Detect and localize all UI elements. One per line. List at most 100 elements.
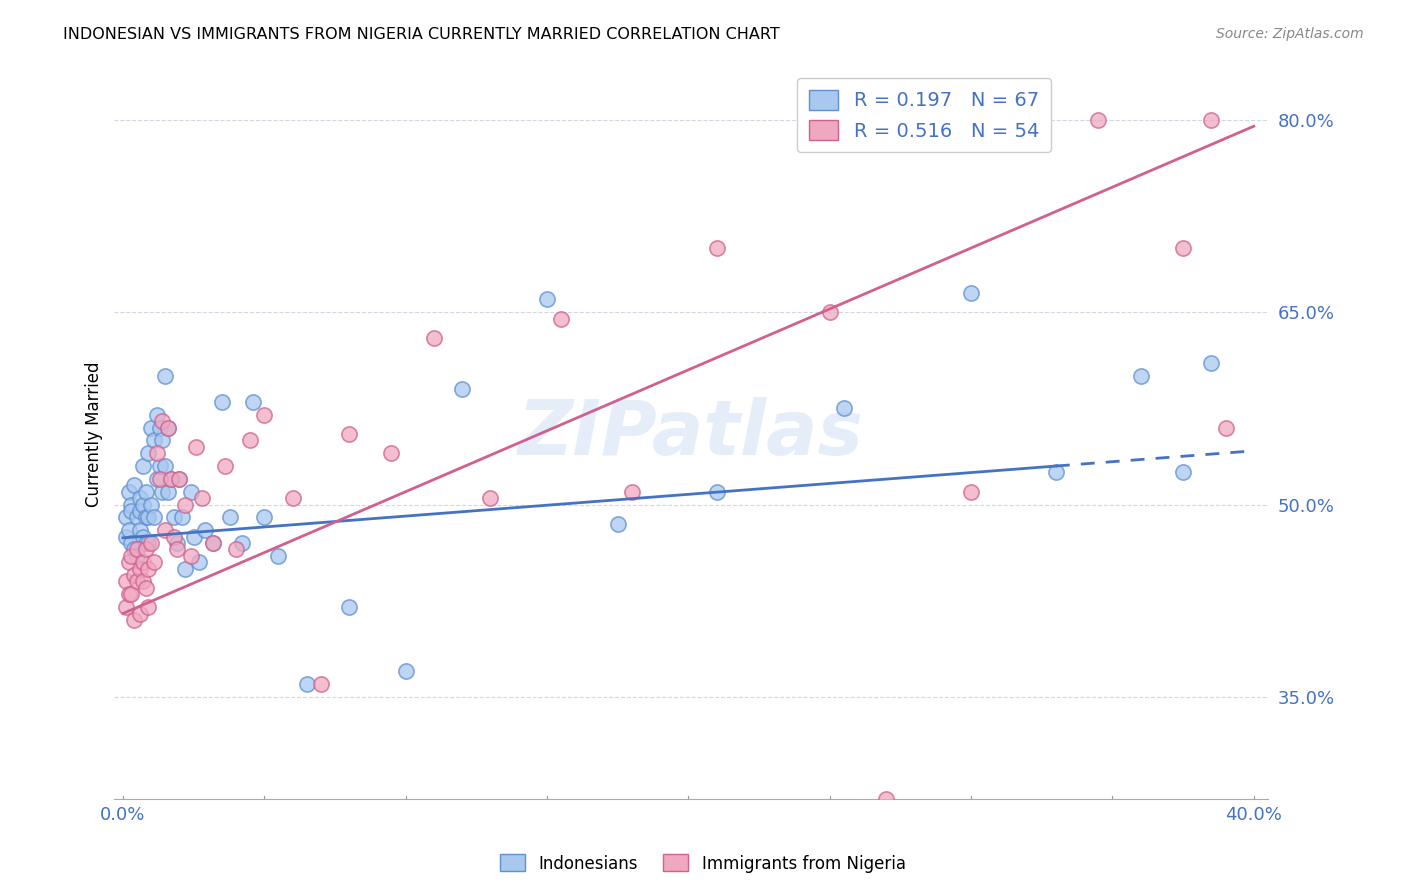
Point [180,549,202,563]
Point [620,484,643,499]
Y-axis label: Currently Married: Currently Married [86,361,103,507]
Point [152,484,174,499]
Point [337,427,360,442]
Point [536,293,558,307]
Point [128,561,150,575]
Legend: Indonesians, Immigrants from Nigeria: Indonesians, Immigrants from Nigeria [494,847,912,880]
Point [166,536,188,550]
Point [141,536,163,550]
Point [134,536,156,550]
Point [155,369,177,384]
Point [146,446,169,460]
Point [832,401,855,416]
Point [125,549,148,563]
Point [117,555,139,569]
Point [131,555,153,569]
Point [157,420,180,434]
Point [960,484,983,499]
Point [239,434,262,448]
Text: 40.0%: 40.0% [1226,805,1282,824]
Point [253,408,276,422]
Point [337,600,360,615]
Point [1201,356,1223,370]
Point [152,414,174,428]
Point [309,677,332,691]
Point [146,408,169,422]
Point [295,677,318,691]
Point [157,420,180,434]
Point [451,382,474,396]
Point [1171,466,1194,480]
Point [174,498,197,512]
Point [128,523,150,537]
Point [138,510,160,524]
Point [120,504,142,518]
Point [160,472,183,486]
Point [122,568,145,582]
Point [114,510,136,524]
Point [122,542,145,557]
Point [138,600,160,615]
Point [169,472,191,486]
Point [202,536,225,550]
Point [394,664,416,678]
Point [114,574,136,589]
Point [141,420,163,434]
Point [172,510,194,524]
Point [163,530,186,544]
Point [214,458,236,473]
Point [155,523,177,537]
Point [131,530,153,544]
Point [120,587,142,601]
Point [166,542,188,557]
Text: ZIPatlas: ZIPatlas [519,397,865,471]
Point [138,561,160,575]
Point [380,446,402,460]
Point [146,472,169,486]
Point [225,542,247,557]
Point [818,305,841,319]
Point [183,530,205,544]
Point [125,574,148,589]
Point [606,516,628,531]
Point [550,311,572,326]
Point [120,549,142,563]
Point [174,561,197,575]
Point [149,420,172,434]
Point [875,792,897,806]
Point [149,458,172,473]
Point [219,510,242,524]
Point [163,510,186,524]
Point [128,491,150,505]
Point [155,458,177,473]
Point [131,458,153,473]
Point [706,484,728,499]
Point [157,484,180,499]
Point [128,504,150,518]
Point [120,536,142,550]
Point [211,395,233,409]
Point [169,472,191,486]
Point [960,285,983,300]
Point [134,484,156,499]
Point [1087,112,1109,127]
Point [160,472,183,486]
Point [114,600,136,615]
Point [122,478,145,492]
Point [253,510,276,524]
Point [202,536,225,550]
Legend: R = 0.197   N = 67, R = 0.516   N = 54: R = 0.197 N = 67, R = 0.516 N = 54 [797,78,1050,153]
Point [186,440,208,454]
Point [131,574,153,589]
Point [1171,241,1194,255]
Point [152,434,174,448]
Point [281,491,304,505]
Point [231,536,253,550]
Point [191,491,214,505]
Point [143,434,166,448]
Point [423,331,446,345]
Point [149,472,172,486]
Point [117,484,139,499]
Point [706,241,728,255]
Point [1215,420,1237,434]
